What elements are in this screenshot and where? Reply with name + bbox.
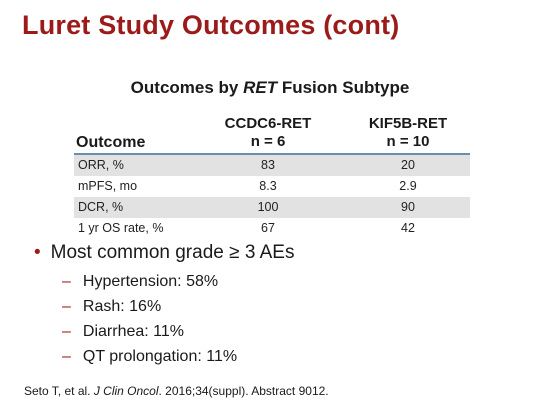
- column-header-ccdc6: CCDC6-RET n = 6: [208, 115, 328, 151]
- sub-bullet: – Hypertension: 58%: [62, 273, 218, 291]
- column-header-ccdc6-name: CCDC6-RET: [224, 115, 312, 132]
- sub-bullet-text: Diarrhea: 11%: [82, 323, 184, 340]
- bullet-main-text: Most common grade ≥ 3 AEs: [50, 242, 295, 263]
- sub-bullet-text: Hypertension: 58%: [82, 273, 219, 290]
- table-row: mPFS, mo 8.3 2.9: [74, 176, 470, 197]
- table-heading-prefix: Outcomes by: [130, 78, 244, 97]
- column-header-kif5b-n: n = 10: [386, 133, 430, 150]
- row-value-ccdc6: 83: [261, 158, 275, 172]
- bullet-main: • Most common grade ≥ 3 AEs: [34, 242, 294, 264]
- citation: Seto T, et al. J Clin Oncol. 2016;34(sup…: [24, 384, 329, 398]
- row-value-kif5b: 20: [401, 158, 415, 172]
- row-value-kif5b: 42: [401, 221, 415, 235]
- table-row: 1 yr OS rate, % 67 42: [74, 218, 470, 239]
- sub-bullet-text: QT prolongation: 11%: [82, 348, 238, 365]
- citation-journal: J Clin Oncol: [93, 384, 159, 398]
- row-label: 1 yr OS rate, %: [78, 221, 164, 235]
- dash-icon: –: [62, 348, 71, 365]
- column-header-outcome: Outcome: [76, 134, 146, 151]
- dash-icon: –: [62, 323, 71, 340]
- dash-icon: –: [62, 298, 71, 315]
- citation-suffix: . 2016;34(suppl). Abstract 9012.: [158, 384, 329, 398]
- row-label: mPFS, mo: [78, 179, 138, 193]
- row-value-kif5b: 2.9: [399, 179, 417, 193]
- sub-bullet: – Rash: 16%: [62, 298, 161, 316]
- table-heading: Outcomes by RET Fusion Subtype: [0, 78, 540, 98]
- table-heading-italic: RET: [243, 78, 278, 97]
- sub-bullet-text: Rash: 16%: [82, 298, 162, 315]
- column-header-kif5b-name: KIF5B-RET: [368, 115, 448, 132]
- dash-icon: –: [62, 273, 71, 290]
- row-value-ccdc6: 8.3: [259, 179, 277, 193]
- table-header-rule: [74, 153, 470, 155]
- row-value-kif5b: 90: [401, 200, 415, 214]
- row-value-ccdc6: 67: [261, 221, 275, 235]
- slide-title: Luret Study Outcomes (cont): [22, 10, 400, 40]
- sub-bullet: – Diarrhea: 11%: [62, 323, 184, 341]
- citation-prefix: Seto T, et al.: [24, 384, 94, 398]
- row-value-ccdc6: 100: [257, 200, 279, 214]
- sub-bullet: – QT prolongation: 11%: [62, 348, 237, 366]
- row-label: ORR, %: [78, 158, 124, 172]
- table-row: ORR, % 83 20: [74, 155, 470, 176]
- bullet-dot-icon: •: [34, 242, 41, 263]
- row-label: DCR, %: [78, 200, 124, 214]
- column-header-kif5b: KIF5B-RET n = 10: [348, 115, 468, 151]
- column-header-ccdc6-n: n = 6: [250, 133, 286, 150]
- table-heading-suffix: Fusion Subtype: [277, 78, 410, 97]
- table-row: DCR, % 100 90: [74, 197, 470, 218]
